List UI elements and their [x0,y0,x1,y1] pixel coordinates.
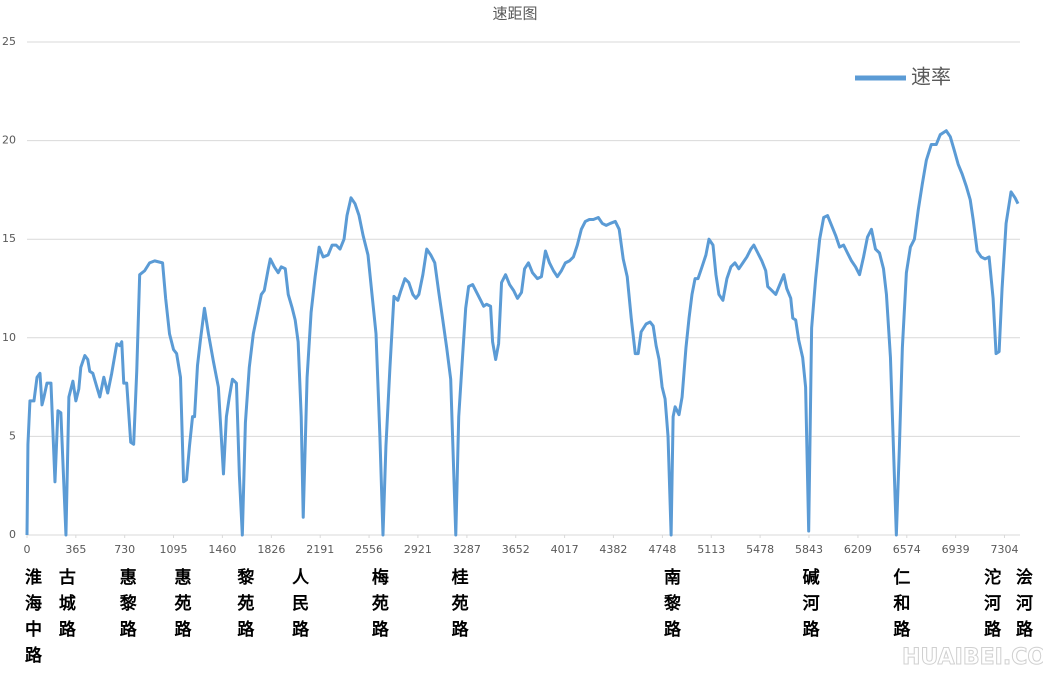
x-tick-label: 3287 [453,543,481,556]
x-tick-label: 6574 [893,543,921,556]
station-label: 沱河路 [980,567,1001,646]
x-tick-label: 5478 [746,543,774,556]
watermark: HUAIBEI.COM [902,645,1043,670]
x-tick-label: 1826 [257,543,285,556]
station-label: 古城路 [55,567,76,646]
x-tick-label: 1460 [208,543,236,556]
x-tick-label: 730 [114,543,135,556]
x-tick-label: 4748 [648,543,676,556]
x-tick-label: 2921 [404,543,432,556]
y-tick-label: 10 [2,331,16,344]
y-tick-label: 5 [9,429,16,442]
station-label: 桂苑路 [448,567,470,646]
x-tick-label: 6209 [844,543,872,556]
station-label: 淮海中路 [21,568,42,672]
x-tick-label: 2191 [306,543,334,556]
y-tick-label: 0 [9,528,16,541]
station-label: 黎苑路 [233,567,254,646]
x-tick-label: 5113 [697,543,725,556]
y-tick-label: 20 [2,134,16,147]
x-tick-label: 7304 [990,543,1018,556]
station-label: 南黎路 [660,567,681,646]
x-tick-label: 3652 [502,543,530,556]
x-tick-label: 5843 [795,543,823,556]
x-tick-label: 6939 [942,543,970,556]
x-tick-label: 4017 [551,543,579,556]
station-label: 人民路 [288,568,309,646]
station-label: 惠苑路 [171,567,192,646]
station-label: 浍河路 [1012,567,1032,646]
x-tick-label: 2556 [355,543,383,556]
x-tick-label: 365 [65,543,86,556]
station-label: 碱河路 [799,567,820,646]
x-tick-label: 4382 [599,543,627,556]
x-tick-label: 1095 [160,543,188,556]
station-label: 仁和路 [889,567,910,646]
station-label: 惠黎路 [116,567,136,646]
series-line [25,129,1020,537]
chart-title: 速距图 [492,5,537,23]
y-tick-label: 15 [2,232,16,245]
x-tick-label: 0 [24,543,31,556]
station-label: 梅苑路 [368,567,389,646]
y-tick-label: 25 [2,35,16,48]
legend-label: 速率 [911,65,951,89]
